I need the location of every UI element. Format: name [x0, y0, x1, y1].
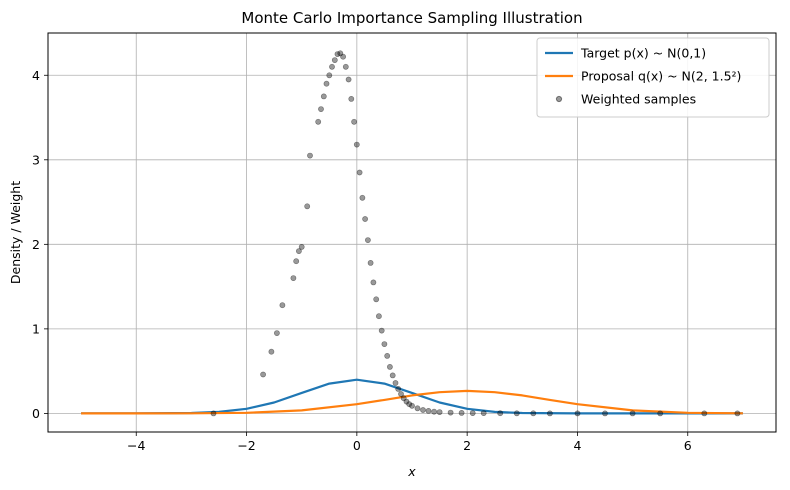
scatter-point [307, 152, 313, 159]
scatter-point [395, 385, 402, 392]
scatter-point [547, 410, 553, 417]
scatter-point [367, 259, 374, 266]
x-tick-label: 4 [573, 438, 581, 453]
x-axis-label: x [407, 464, 416, 479]
scatter-point [425, 407, 432, 414]
scatter-point [268, 348, 275, 355]
axes-frame [47, 32, 777, 433]
scatter-point [273, 330, 280, 336]
scatter-point [279, 302, 286, 309]
scatter-point [420, 407, 426, 413]
scatter-point [370, 279, 377, 286]
scatter-point [298, 243, 305, 250]
scatter-point [337, 50, 344, 57]
y-tick-label: 1 [32, 321, 40, 336]
scatter-point [629, 410, 636, 417]
scatter-point [701, 410, 708, 417]
scatter-point [318, 106, 324, 112]
y-tick-label: 4 [32, 68, 40, 83]
y-tick-label: 3 [32, 152, 40, 167]
scatter-point [351, 118, 357, 125]
scatter-point [260, 371, 266, 378]
scatter-point [348, 96, 355, 102]
scatter-point [431, 408, 437, 415]
scatter-point [447, 409, 454, 416]
scatter-point [574, 410, 581, 417]
scatter-point [293, 258, 300, 265]
chart-title: Monte Carlo Importance Sampling Illustra… [241, 9, 582, 27]
scatter-point [392, 380, 399, 386]
scatter-point [320, 93, 327, 100]
scatter-point [389, 372, 396, 379]
scatter-point [342, 63, 349, 70]
y-tick-label: 0 [32, 406, 40, 421]
scatter-point [375, 313, 382, 320]
scatter-point [304, 203, 311, 210]
scatter-point [290, 275, 297, 281]
x-tick-label: −4 [127, 438, 145, 453]
scatter-point [329, 63, 335, 70]
scatter-point [362, 216, 368, 222]
scatter-point [384, 352, 391, 359]
legend-label-1: Proposal q(x) ~ N(2, 1.5²) [581, 69, 741, 84]
scatter-point [530, 410, 537, 417]
legend-label-2: Weighted samples [581, 92, 696, 107]
scatter-point [409, 402, 415, 409]
scatter-point [480, 410, 487, 416]
scatter-point [403, 398, 410, 405]
legend-swatch-2 [555, 95, 563, 103]
scatter-point [210, 410, 217, 417]
scatter-point [602, 410, 608, 417]
x-tick-label: 6 [684, 438, 692, 453]
y-axis-label: Density / Weight [8, 181, 23, 284]
scatter-point [497, 410, 504, 417]
scatter-point [340, 53, 346, 60]
scatter-point [359, 194, 366, 201]
scatter-point [734, 410, 741, 417]
series-line-0 [81, 378, 743, 415]
scatter-point [323, 80, 330, 87]
x-tick-label: 0 [353, 438, 361, 453]
y-tick-label: 2 [32, 237, 40, 252]
ticks: −4 −2 0 2 4 6 0 1 2 3 4 [32, 68, 692, 453]
series-layer [81, 50, 743, 417]
scatter-point [458, 409, 465, 416]
scatter-point [381, 341, 388, 347]
scatter-point [436, 409, 443, 415]
legend: Target p(x) ~ N(0,1) Proposal q(x) ~ N(2,… [536, 37, 770, 118]
scatter-point [326, 72, 333, 79]
scatter-point [334, 51, 341, 57]
scatter-point [331, 57, 338, 63]
x-tick-label: 2 [463, 438, 471, 453]
scatter-point [315, 118, 322, 125]
scatter-point [469, 410, 476, 416]
legend-label-0: Target p(x) ~ N(0,1) [580, 46, 706, 61]
scatter-point [295, 248, 302, 254]
scatter-point [353, 141, 360, 148]
series-line-1 [81, 389, 743, 415]
scatter-point [406, 401, 413, 407]
scatter-point [414, 405, 421, 412]
scatter-point [398, 391, 404, 397]
legend-box [536, 37, 770, 118]
x-tick-label: −2 [237, 438, 255, 453]
scatter-point [386, 363, 393, 370]
scatter-point [378, 327, 385, 334]
scatter-point [356, 169, 363, 176]
scatter-point [513, 410, 520, 417]
scatter-point [400, 395, 407, 402]
scatter-point [373, 296, 380, 303]
scatter-point [364, 237, 371, 243]
scatter-point [657, 410, 664, 417]
scatter-point [345, 76, 352, 83]
